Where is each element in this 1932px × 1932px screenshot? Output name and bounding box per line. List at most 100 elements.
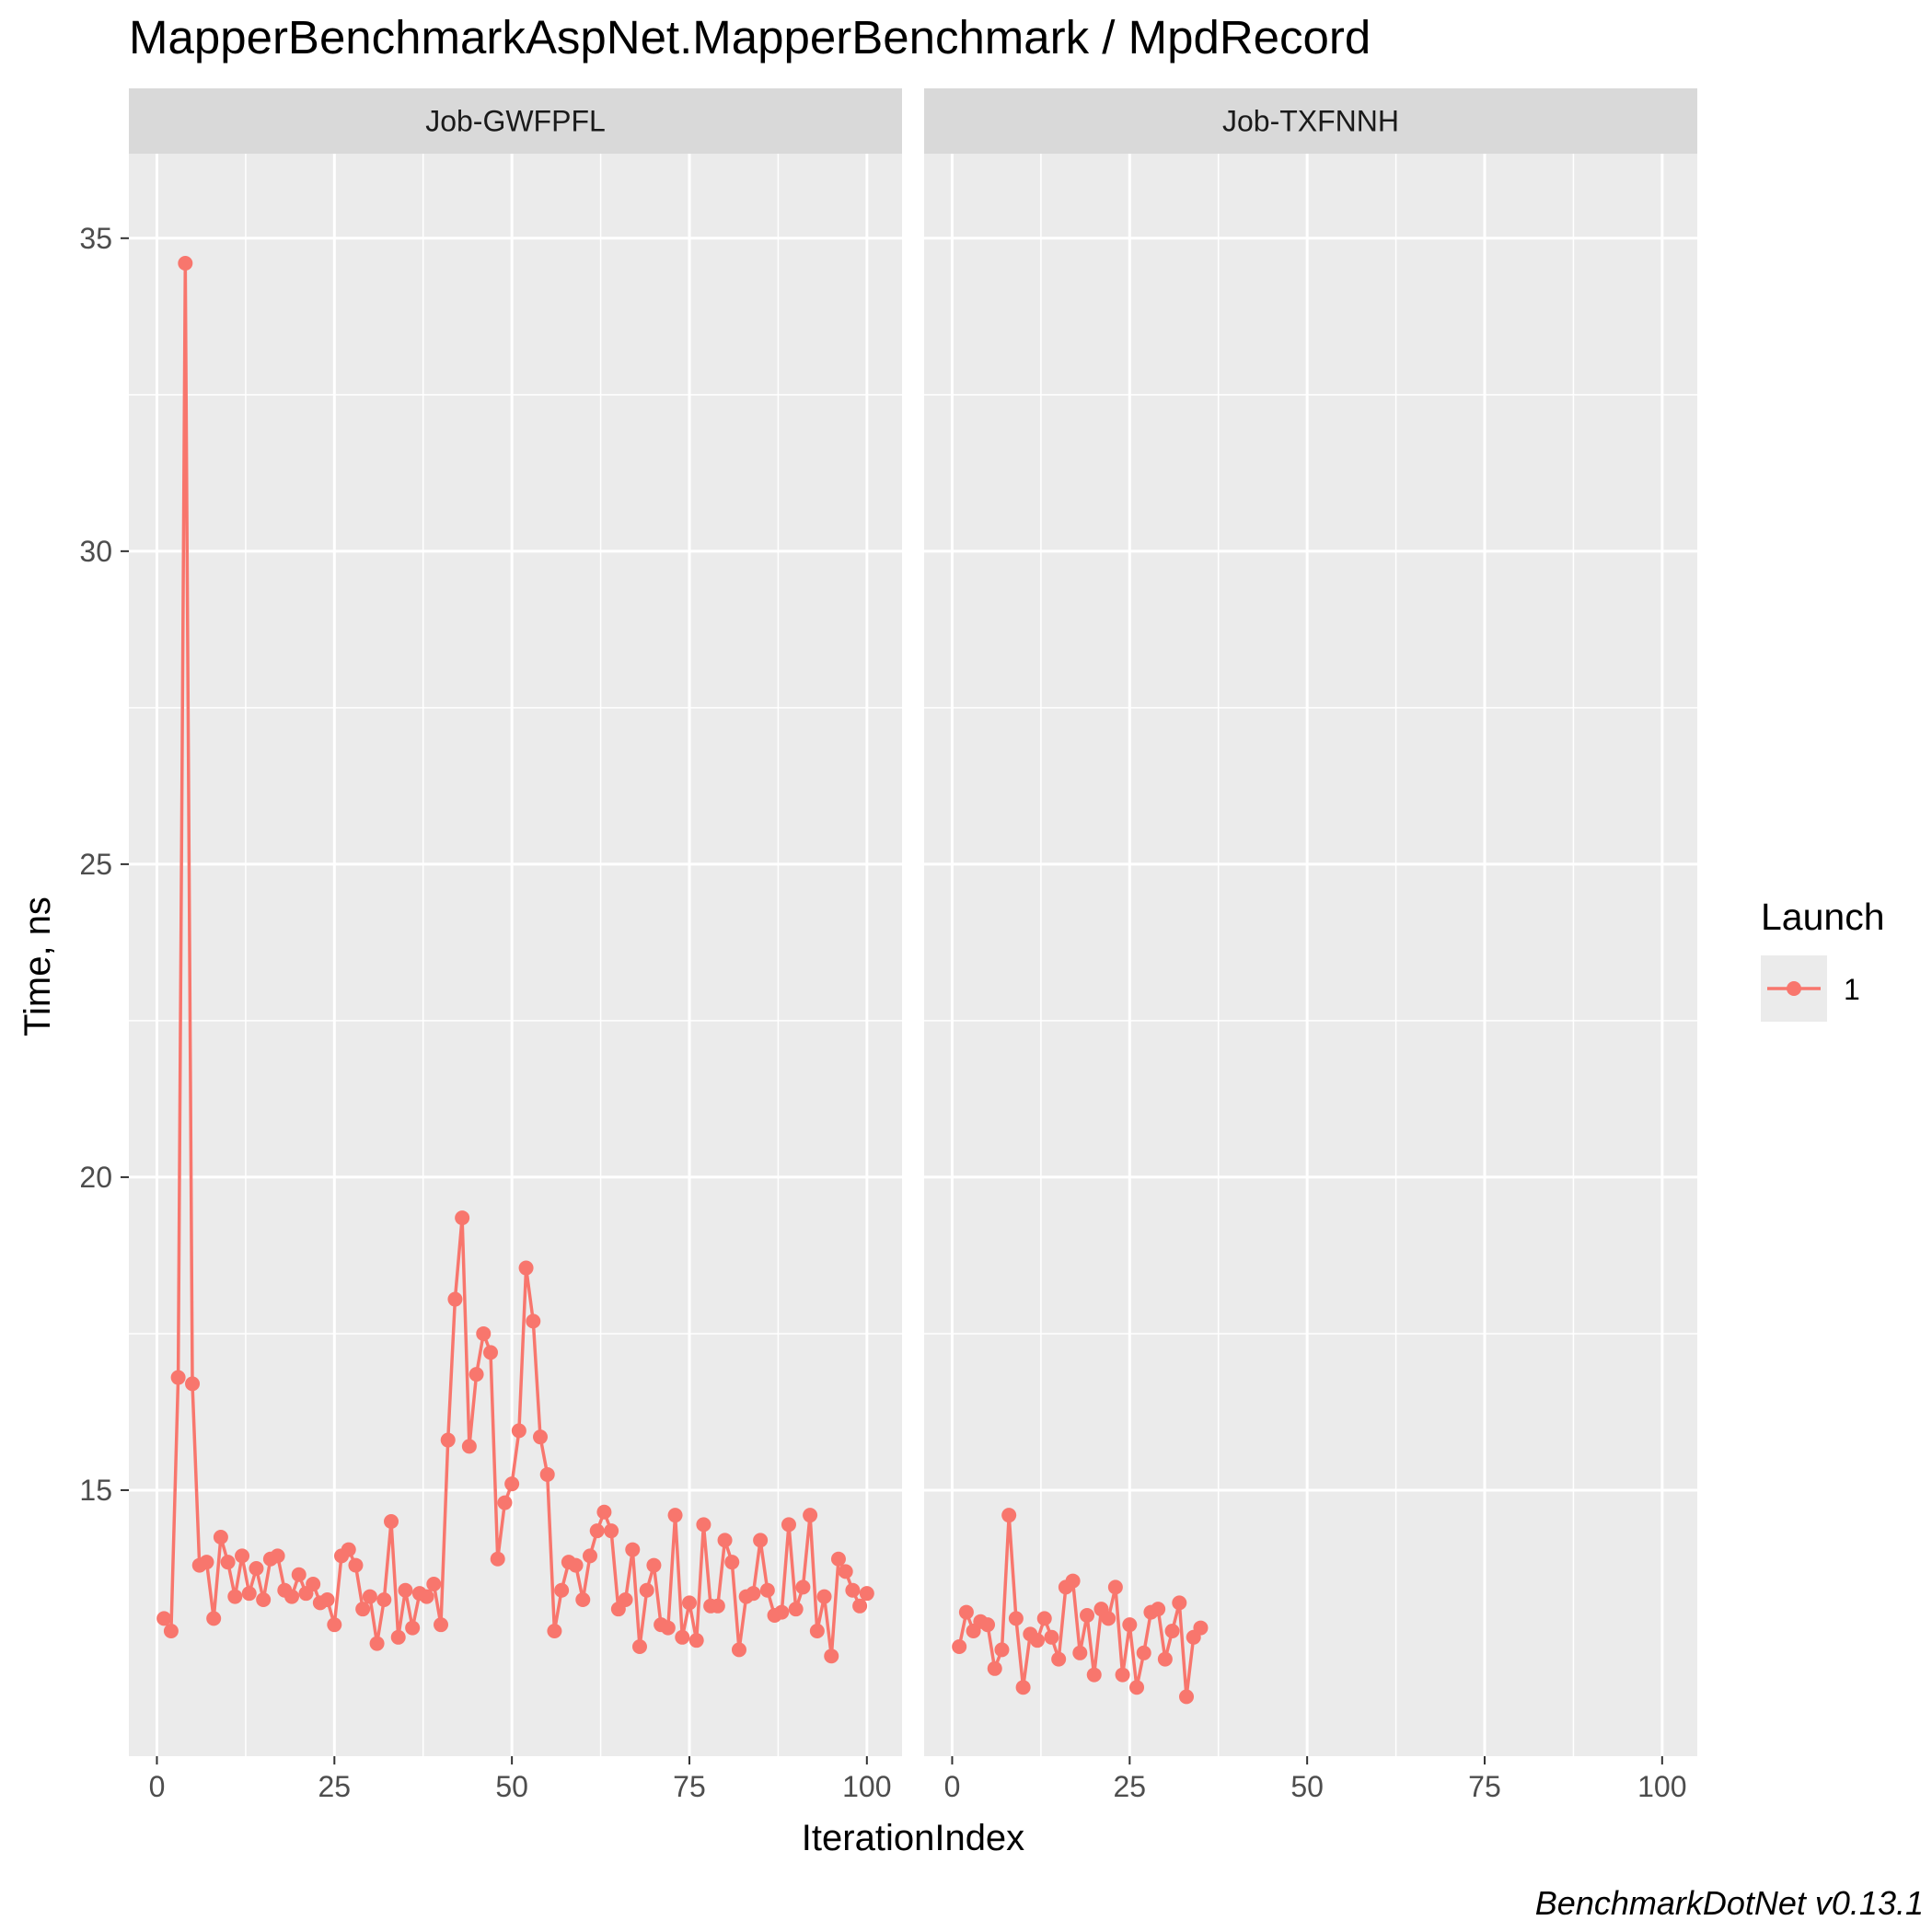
data-point: [156, 1611, 172, 1626]
data-point: [604, 1523, 619, 1539]
data-point: [1044, 1629, 1059, 1645]
data-point: [539, 1466, 555, 1482]
data-point: [1008, 1611, 1024, 1626]
data-point: [483, 1345, 499, 1360]
data-point: [958, 1604, 974, 1620]
data-point: [497, 1495, 513, 1510]
facet-panel-1: Job-GWFPFL 0 25 50 75 100: [129, 88, 902, 1803]
data-point: [1080, 1607, 1095, 1623]
legend-key-point: [1787, 981, 1801, 996]
data-point: [724, 1555, 740, 1570]
data-point: [731, 1642, 746, 1658]
data-point: [256, 1591, 272, 1607]
data-point: [1107, 1579, 1123, 1595]
data-point: [987, 1660, 1002, 1676]
data-point: [235, 1548, 250, 1564]
data-point: [631, 1638, 647, 1654]
x-tick-label: 25: [1114, 1770, 1147, 1803]
x-tick-label: 75: [673, 1770, 706, 1803]
data-point: [1115, 1667, 1130, 1683]
data-point: [518, 1260, 534, 1276]
data-point: [213, 1529, 228, 1544]
data-point: [178, 256, 193, 272]
data-point: [675, 1629, 690, 1645]
data-point: [852, 1598, 868, 1614]
data-point: [1072, 1645, 1088, 1660]
data-point: [185, 1376, 201, 1392]
data-point: [476, 1325, 492, 1341]
data-point: [547, 1623, 562, 1638]
chart-title: MapperBenchmarkAspNet.MapperBenchmark / …: [129, 11, 1371, 64]
data-point: [1030, 1633, 1046, 1649]
data-point: [696, 1517, 711, 1533]
data-point: [461, 1439, 477, 1454]
data-point: [440, 1432, 456, 1448]
y-tick-label: 20: [79, 1161, 112, 1194]
facet-strip: [924, 88, 1697, 154]
data-point: [434, 1617, 449, 1633]
data-point: [568, 1557, 584, 1573]
data-point: [376, 1591, 392, 1607]
data-point: [1129, 1680, 1145, 1695]
data-point: [589, 1523, 605, 1539]
data-point: [426, 1576, 442, 1591]
data-point: [419, 1589, 434, 1604]
data-point: [788, 1602, 804, 1617]
x-tick-label: 75: [1468, 1770, 1501, 1803]
data-point: [994, 1642, 1010, 1658]
data-point: [447, 1291, 463, 1307]
data-point: [1164, 1623, 1180, 1638]
data-point: [291, 1567, 307, 1582]
facet-strip-label: Job-TXFNNH: [1222, 105, 1399, 138]
data-point: [1172, 1595, 1187, 1611]
y-tick-label: 15: [79, 1474, 112, 1507]
data-point: [618, 1591, 633, 1607]
data-point: [511, 1423, 526, 1439]
data-point: [227, 1589, 243, 1604]
data-point: [355, 1602, 371, 1617]
facet-strip-label: Job-GWFPFL: [425, 105, 606, 138]
legend-entry-label: 1: [1844, 973, 1860, 1006]
data-point: [1122, 1617, 1138, 1633]
data-point: [390, 1629, 406, 1645]
data-point: [199, 1555, 214, 1570]
data-point: [170, 1370, 186, 1385]
data-point: [681, 1595, 697, 1611]
data-point: [660, 1620, 676, 1636]
data-point: [1101, 1611, 1116, 1626]
facet-panel-2: Job-TXFNNH 0 25 50 75 100: [924, 88, 1697, 1803]
y-axis-title: Time, ns: [17, 897, 58, 1036]
data-point: [1051, 1651, 1067, 1667]
data-point: [220, 1555, 236, 1570]
data-point: [241, 1586, 257, 1602]
y-tick-label: 25: [79, 848, 112, 881]
data-point: [1065, 1573, 1081, 1589]
data-point: [284, 1589, 300, 1604]
data-point: [384, 1513, 399, 1529]
data-point: [362, 1589, 377, 1604]
data-point: [1001, 1508, 1017, 1523]
data-point: [1157, 1651, 1173, 1667]
data-point: [405, 1620, 421, 1636]
legend: Launch 1: [1761, 896, 1885, 1022]
data-point: [469, 1367, 484, 1382]
data-point: [596, 1504, 612, 1520]
data-point: [803, 1508, 818, 1523]
legend-title: Launch: [1761, 896, 1885, 938]
data-point: [809, 1623, 825, 1638]
data-point: [369, 1636, 385, 1651]
data-point: [327, 1617, 342, 1633]
data-point: [980, 1617, 996, 1633]
data-point: [838, 1564, 853, 1579]
data-point: [1193, 1620, 1209, 1636]
data-point: [554, 1582, 570, 1598]
data-point: [1151, 1602, 1166, 1617]
caption: BenchmarkDotNet v0.13.1: [1535, 1884, 1924, 1922]
x-axis-title: IterationIndex: [802, 1818, 1024, 1858]
data-point: [830, 1551, 846, 1567]
data-point: [575, 1591, 591, 1607]
data-point: [319, 1591, 335, 1607]
data-point: [859, 1586, 874, 1602]
data-point: [746, 1586, 761, 1602]
